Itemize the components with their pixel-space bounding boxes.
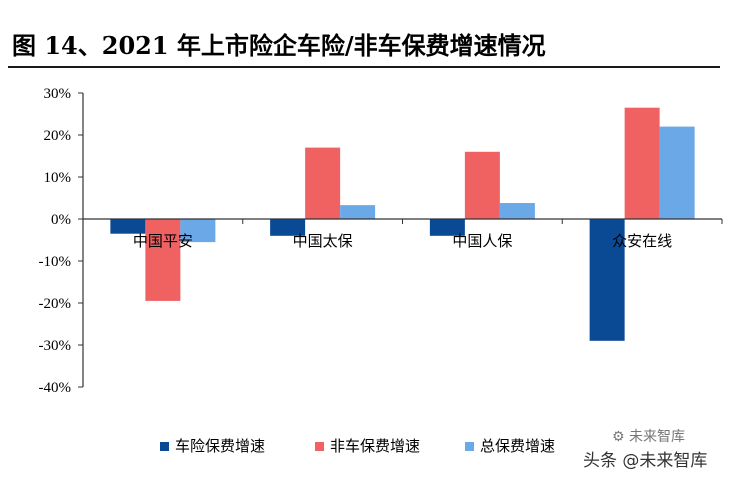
y-tick-label: 30% [44, 86, 72, 102]
y-tick-label: -20% [39, 296, 72, 312]
bar-3-3 [499, 203, 535, 219]
watermark-logo-text: 未来智库 [629, 429, 686, 445]
bar-2-2 [305, 147, 341, 219]
legend-swatch [315, 442, 324, 451]
y-tick-label: 10% [44, 170, 72, 186]
x-axis: 中国平安 中国太保 中国人保 众安在线 [82, 218, 723, 250]
bar-2-4 [624, 107, 660, 219]
watermark-logo-icon: ⚙ [612, 429, 630, 445]
legend-label: 总保费增速 [480, 437, 555, 455]
y-tick-label: -40% [39, 380, 72, 396]
legend-swatch [465, 442, 474, 451]
bar-1-2 [270, 219, 306, 236]
bar-3-1 [180, 219, 216, 243]
bar-2-3 [464, 151, 500, 219]
watermark: 头条 @未来智库 [583, 451, 708, 471]
bar-2-1 [145, 219, 181, 301]
category-label: 众安在线 [612, 232, 672, 250]
bars [110, 107, 695, 341]
legend: 车险保费增速 非车保费增速 总保费增速 [160, 437, 555, 455]
category-label: 中国平安 [133, 232, 193, 250]
category-label: 中国人保 [452, 232, 512, 250]
y-axis: 30% 20% 10% 0% -10% -20% -30% -40% [39, 86, 84, 396]
bar-1-1 [110, 219, 146, 234]
legend-swatch [160, 442, 169, 451]
title-rule [8, 66, 720, 68]
y-tick-label: -10% [39, 254, 72, 270]
bar-3-2 [340, 205, 376, 219]
bar-1-4 [589, 219, 625, 341]
watermark-logo: ⚙ 未来智库 [612, 426, 685, 446]
page-title: 图 14、2021 年上市险企车险/非车保费增速情况 [12, 31, 546, 60]
category-label: 中国太保 [293, 232, 353, 250]
legend-label: 车险保费增速 [175, 437, 265, 455]
y-tick-label: -30% [39, 338, 72, 354]
bar-3-4 [659, 126, 695, 219]
y-tick-label: 20% [44, 128, 72, 144]
y-tick-label: 0% [51, 212, 71, 228]
bar-1-3 [429, 219, 465, 236]
legend-label: 非车保费增速 [330, 437, 420, 455]
